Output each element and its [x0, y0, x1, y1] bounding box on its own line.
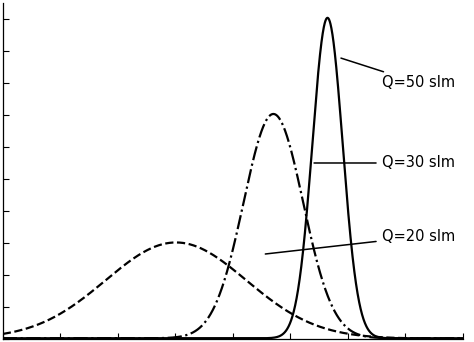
Text: Q=20 slm: Q=20 slm: [265, 229, 455, 254]
Text: Q=30 slm: Q=30 slm: [314, 156, 455, 171]
Text: Q=50 slm: Q=50 slm: [341, 58, 455, 90]
